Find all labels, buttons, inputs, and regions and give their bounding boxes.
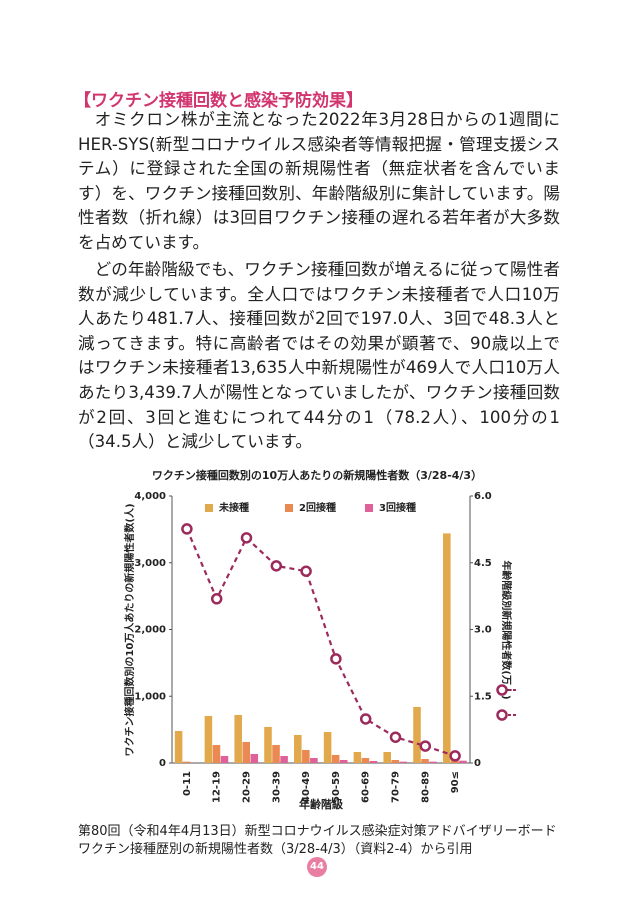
bar bbox=[242, 741, 251, 763]
x-axis-title: 年齢階級 bbox=[299, 797, 343, 811]
bar bbox=[182, 761, 191, 763]
legend-swatch bbox=[205, 504, 213, 512]
y2-axis-title: 年齢階級別新規陽性者数(万人) bbox=[500, 560, 513, 699]
x-tick-label: 40-49 bbox=[301, 771, 312, 803]
bar bbox=[369, 760, 378, 763]
y-tick-label: 3,000 bbox=[134, 558, 166, 569]
y2-tick-label: 0 bbox=[474, 758, 481, 769]
bar bbox=[383, 751, 391, 763]
line-point bbox=[359, 713, 372, 725]
bar bbox=[234, 714, 242, 763]
legend-marker bbox=[496, 684, 508, 696]
y2-tick-label: 3.0 bbox=[474, 625, 492, 636]
paragraph: どの年齢階級でも、ワクチン接種回数が増えるに従って陽性者数が減少しています。全人… bbox=[78, 260, 560, 452]
bar bbox=[413, 706, 421, 763]
bar bbox=[361, 757, 370, 763]
caption: 第80回（令和4年4月13日）新型コロナウイルス感染症対策アドバイザリーボード bbox=[78, 824, 557, 839]
caption: ワクチン接種歴別の新規陽性者数（3/28-4/3）（資料2-4）から引用 bbox=[78, 842, 473, 857]
bar bbox=[310, 757, 318, 763]
heading: 【ワクチン接種回数と感染予防効果】 bbox=[74, 91, 363, 111]
line-point bbox=[330, 653, 342, 665]
bar bbox=[421, 758, 429, 763]
legend-marker bbox=[496, 709, 508, 721]
bar bbox=[264, 726, 272, 763]
bar bbox=[204, 715, 213, 763]
chart: ワクチン接種回数別の10万人あたりの新規陽性者数（3/28-4/3） 年齢階級 … bbox=[123, 468, 518, 811]
line-point bbox=[419, 740, 432, 752]
bar bbox=[280, 755, 288, 763]
y2-tick-label: 4.5 bbox=[474, 558, 492, 569]
x-tick-label: 12-19 bbox=[212, 771, 223, 803]
y-tick-label: 2,000 bbox=[134, 625, 166, 636]
legend-label: 3回接種 bbox=[379, 501, 416, 514]
x-tick-label: 90≤ bbox=[450, 771, 461, 793]
y-tick-label: 1,000 bbox=[134, 691, 166, 702]
y-tick-label: 4,000 bbox=[134, 491, 166, 502]
bar bbox=[212, 744, 221, 763]
line-point bbox=[270, 560, 283, 572]
line-point bbox=[449, 750, 461, 762]
x-tick-label: 80-89 bbox=[420, 771, 431, 803]
legend-label: 未接種 bbox=[218, 501, 249, 514]
y-tick-label: 0 bbox=[159, 758, 166, 769]
line-point bbox=[181, 523, 193, 535]
legend-swatch bbox=[285, 504, 293, 512]
bar bbox=[459, 760, 467, 763]
x-tick-label: 70-79 bbox=[391, 771, 402, 803]
bar bbox=[272, 744, 280, 763]
bar bbox=[294, 734, 302, 763]
bar bbox=[250, 753, 259, 763]
bar bbox=[323, 731, 332, 763]
line bbox=[185, 528, 456, 757]
bar bbox=[302, 749, 310, 763]
line-point bbox=[210, 593, 223, 605]
line-point bbox=[240, 532, 253, 544]
x-tick-label: 50-59 bbox=[331, 771, 342, 803]
y-axis-title: ワクチン接種回数別の10万人あたりの新規陽性者数(人) bbox=[123, 503, 136, 756]
legend-label: 2回接種 bbox=[299, 501, 336, 514]
x-tick-label: 30-39 bbox=[271, 771, 282, 803]
bar bbox=[399, 761, 408, 763]
x-tick-label: 20-29 bbox=[242, 771, 253, 803]
line-point bbox=[300, 565, 312, 577]
bar bbox=[331, 754, 340, 763]
bar bbox=[429, 761, 437, 763]
y2-tick-label: 1.5 bbox=[474, 691, 492, 702]
bar bbox=[443, 533, 451, 763]
chart-title: ワクチン接種回数別の10万人あたりの新規陽性者数（3/28-4/3） bbox=[152, 468, 482, 482]
paragraph: オミクロン株が主流となった2022年3月28日からの1週間にHER-SYS(新型… bbox=[78, 110, 560, 252]
line-point bbox=[389, 731, 402, 743]
x-tick-label: 60-69 bbox=[361, 771, 372, 803]
x-tick-label: 0-11 bbox=[182, 771, 193, 796]
page-number: 44 bbox=[307, 857, 327, 877]
bar bbox=[391, 759, 400, 763]
bar bbox=[353, 751, 362, 763]
bar bbox=[220, 755, 229, 763]
bar bbox=[174, 730, 183, 763]
legend-swatch bbox=[365, 504, 373, 512]
y2-tick-label: 6.0 bbox=[474, 491, 492, 502]
bar bbox=[339, 759, 348, 763]
